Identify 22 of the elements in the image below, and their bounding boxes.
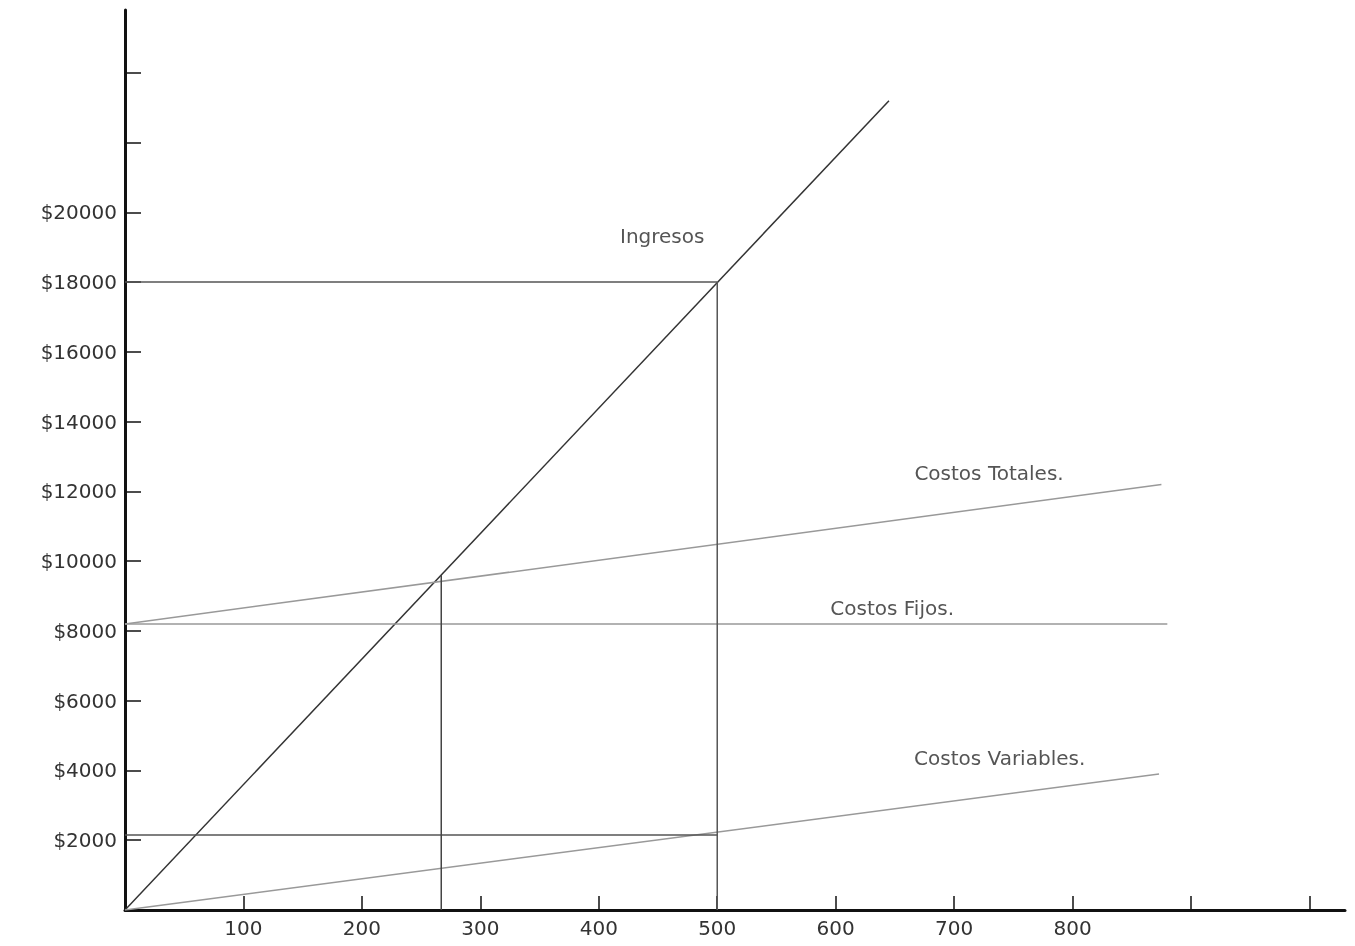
series-label: Costos Variables. [914, 745, 1086, 770]
x-tick-label: 800 [1053, 916, 1092, 940]
y-tick-label: $8000 [53, 618, 117, 643]
y-tick-label: $16000 [40, 339, 117, 364]
y-tick-label: $6000 [53, 688, 117, 713]
y-tick-label: $18000 [40, 270, 117, 295]
x-tick-label: 500 [698, 916, 737, 940]
series-label: Costos Totales. [914, 461, 1064, 486]
y-tick-label: $10000 [40, 549, 117, 574]
x-tick-label: 100 [224, 916, 263, 940]
y-tick-label: $2000 [53, 828, 117, 853]
x-tick-label: 300 [461, 916, 500, 940]
series-label: Ingresos [619, 223, 705, 248]
y-tick-label: $14000 [40, 409, 117, 434]
y-tick-label: $12000 [40, 479, 117, 504]
y-tick-label: $4000 [53, 758, 117, 783]
y-tick-label: $20000 [40, 200, 117, 225]
x-tick-label: 700 [935, 916, 974, 940]
x-tick-label: 200 [342, 916, 381, 940]
x-tick-label: 600 [816, 916, 855, 940]
series-label: Costos Fijos. [830, 595, 954, 620]
x-tick-label: 400 [579, 916, 618, 940]
